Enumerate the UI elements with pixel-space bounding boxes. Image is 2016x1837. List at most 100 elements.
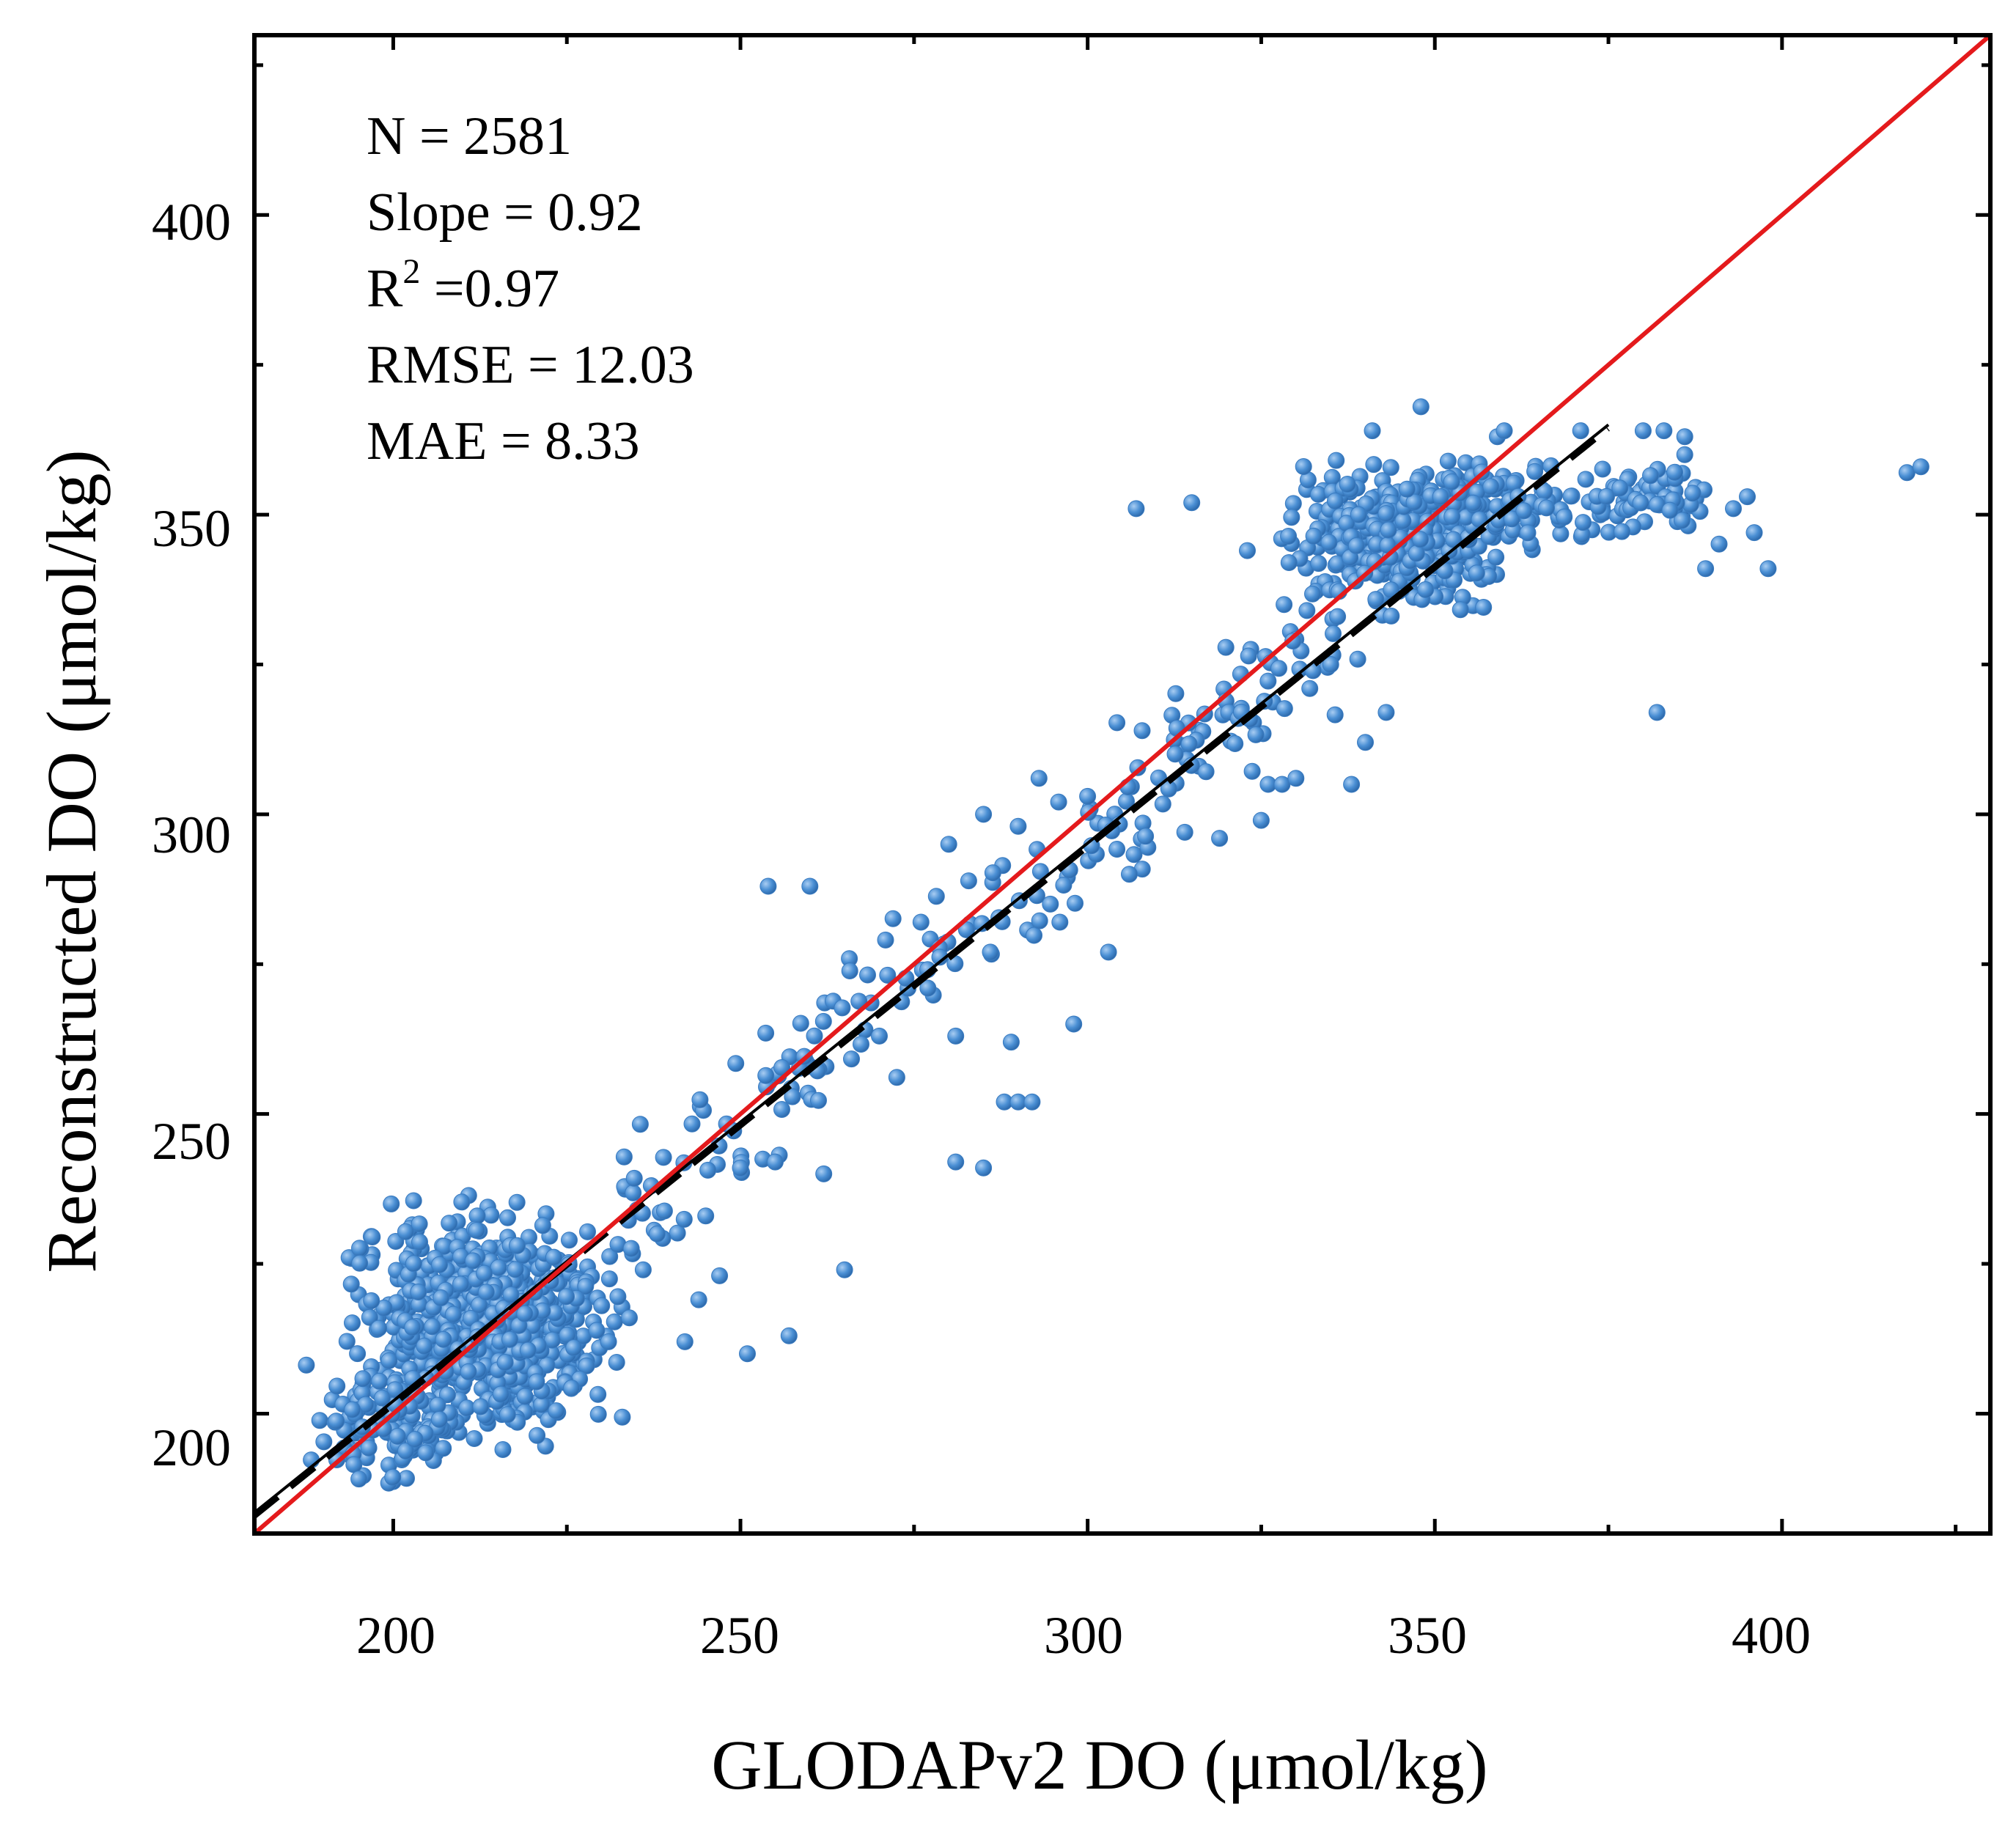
stat-slope: Slope = 0.92 [367,183,643,243]
data-point [363,1292,380,1309]
data-point [1343,776,1361,793]
data-point [1350,506,1367,523]
data-point [1710,535,1728,553]
data-point [588,1322,606,1339]
data-point [397,1223,414,1240]
data-point [351,1254,369,1272]
data-point [472,1398,490,1416]
data-point [344,1314,361,1332]
data-point [608,1354,625,1371]
data-point [1240,647,1257,665]
data-point [1030,770,1048,787]
data-point [655,1202,673,1220]
data-point [1125,846,1143,864]
data-point [1259,672,1277,690]
data-point [1439,452,1457,470]
data-point [1468,564,1485,582]
data-point [516,1305,534,1322]
data-point [1648,704,1666,721]
data-point [1280,528,1298,545]
y-axis-title: Reconstructed DO (μmol/kg) [32,449,111,1273]
data-point [1310,555,1328,573]
data-point [1496,422,1513,440]
y-tick-label-300: 300 [152,806,231,864]
data-point [1475,599,1493,616]
data-point [600,1333,617,1350]
data-point [711,1267,729,1284]
stat-r2-prefix: R [367,259,403,319]
data-point [1137,828,1155,845]
scatter-points [298,398,1929,1492]
y-tick-label-400: 400 [152,193,231,251]
data-point [565,1339,583,1356]
data-point [375,1299,393,1317]
data-point [1121,866,1138,883]
data-point [464,1252,482,1270]
x-tick-label-250: 250 [700,1606,779,1665]
data-point [834,999,851,1017]
data-point [360,1439,378,1457]
data-point [1133,722,1151,740]
data-point [545,1248,562,1266]
data-point [1408,545,1425,562]
one-to-one-line [254,35,1990,1534]
data-point [655,1149,672,1166]
data-point [810,1091,827,1109]
data-point [1503,510,1520,528]
data-point [927,888,945,905]
data-point [1347,537,1365,554]
data-point [328,1413,345,1430]
data-point [1676,446,1693,463]
data-point [1154,795,1171,813]
data-point [380,1352,398,1369]
data-point [1538,499,1555,517]
data-point [529,1426,546,1444]
axis-ticks [254,35,1990,1534]
data-point [1002,1034,1020,1051]
data-point [1329,608,1347,625]
data-point [405,1192,422,1210]
data-point [1515,502,1533,520]
data-point [577,1278,595,1295]
data-point [615,1148,633,1166]
data-point [1320,534,1338,551]
data-point [406,1431,424,1448]
data-point [1364,422,1381,440]
data-point [759,877,777,895]
data-point [563,1380,581,1396]
data-point [351,1240,368,1257]
stat-n: N = 2581 [367,106,572,166]
fit-line-thin [254,423,1610,1514]
y-tick-label-250: 250 [152,1112,231,1171]
reference-lines [254,35,1990,1534]
data-point [960,872,977,890]
data-point [940,836,957,853]
data-point [691,1091,709,1108]
data-point [888,1069,905,1086]
data-point [370,1319,388,1337]
data-point [1598,487,1615,505]
data-point [397,1442,414,1459]
data-point [1283,509,1301,526]
data-point [350,1470,368,1488]
data-point [621,1309,638,1327]
data-point [1572,422,1589,440]
data-point [453,1193,471,1211]
data-point [1031,912,1048,929]
data-point [683,1115,701,1133]
data-point [1325,625,1342,642]
data-point [1412,531,1429,548]
data-point [815,1165,833,1182]
data-point [1465,494,1482,512]
data-point [1487,548,1505,566]
data-point [1280,554,1298,571]
data-point [558,1288,575,1306]
data-point [614,1408,631,1426]
data-point [499,1406,516,1424]
data-point [757,1067,775,1084]
data-point [404,1319,422,1336]
data-point [342,1275,360,1293]
data-point [1287,770,1305,787]
data-point [609,1288,627,1306]
data-point [1673,512,1691,529]
